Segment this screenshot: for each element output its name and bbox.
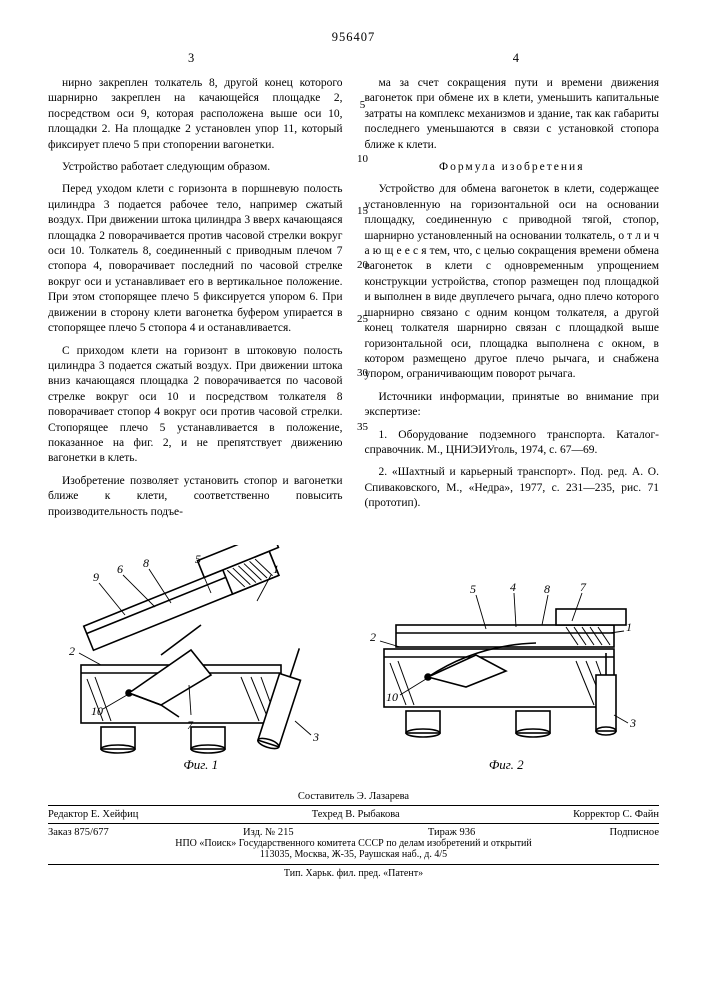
document-number: 956407 bbox=[48, 30, 659, 45]
line-mark: 15 bbox=[354, 206, 372, 217]
subscription: Подписное bbox=[610, 827, 659, 838]
part-label: 9 bbox=[93, 570, 99, 584]
part-label: 2 bbox=[370, 630, 376, 644]
organization: НПО «Поиск» Государственного комитета СС… bbox=[48, 838, 659, 849]
figures-row: 9 6 8 5 1 2 7 10 3 Фиг. 1 bbox=[48, 545, 659, 773]
credits-block: Составитель Э. Лазарева Редактор Е. Хейф… bbox=[48, 791, 659, 879]
part-label: 5 bbox=[470, 582, 476, 596]
part-label: 8 bbox=[143, 556, 149, 570]
part-label: 1 bbox=[273, 562, 279, 576]
left-column: нирно закреплен толкатель 8, другой коне… bbox=[48, 76, 343, 527]
techred: Техред В. Рыбакова bbox=[312, 809, 400, 820]
part-label: 2 bbox=[69, 644, 75, 658]
print-run: Тираж 936 bbox=[428, 827, 475, 838]
figure-2-label: Фиг. 2 bbox=[366, 757, 646, 773]
paragraph: Источники информации, принятые во вниман… bbox=[365, 390, 660, 421]
part-label: 3 bbox=[629, 716, 636, 730]
printer: Тип. Харьк. фил. пред. «Патент» bbox=[48, 864, 659, 879]
paragraph: Изобретение позволяет установить стопор … bbox=[48, 474, 343, 520]
page-numbers: 3 4 bbox=[48, 51, 659, 66]
line-mark: 25 bbox=[354, 314, 372, 325]
part-label: 7 bbox=[187, 718, 194, 732]
paragraph: 2. «Шахтный и карьерный транспорт». Под.… bbox=[365, 465, 660, 511]
compiler: Составитель Э. Лазарева bbox=[48, 791, 659, 802]
part-label: 10 bbox=[386, 690, 398, 704]
figure-2: 5 4 8 7 2 10 1 3 Фиг. 2 bbox=[366, 575, 646, 773]
paragraph: Устройство для обмена вагонеток в клети,… bbox=[365, 182, 660, 382]
right-column: ма за счет сокращения пути и времени дви… bbox=[365, 76, 660, 527]
part-label: 6 bbox=[117, 562, 123, 576]
page-num-right: 4 bbox=[513, 51, 519, 66]
line-mark: 10 bbox=[354, 154, 372, 165]
part-label: 10 bbox=[91, 704, 103, 718]
page-num-left: 3 bbox=[188, 51, 194, 66]
order-no: Заказ 875/677 bbox=[48, 827, 109, 838]
line-mark: 5 bbox=[354, 100, 372, 111]
part-label: 4 bbox=[510, 580, 516, 594]
part-label: 3 bbox=[312, 730, 319, 744]
line-mark: 35 bbox=[354, 422, 372, 433]
figure-1-label: Фиг. 1 bbox=[61, 757, 341, 773]
section-heading: Формула изобретения bbox=[365, 160, 660, 175]
edition-no: Изд. № 215 bbox=[243, 827, 294, 838]
corrector: Корректор С. Файн bbox=[573, 809, 659, 820]
part-label: 7 bbox=[580, 580, 587, 594]
editor: Редактор Е. Хейфиц bbox=[48, 809, 138, 820]
line-mark: 20 bbox=[354, 260, 372, 271]
text-columns: нирно закреплен толкатель 8, другой коне… bbox=[48, 76, 659, 527]
paragraph: Перед уходом клети с горизонта в поршнев… bbox=[48, 182, 343, 336]
part-label: 8 bbox=[544, 582, 550, 596]
figure-1: 9 6 8 5 1 2 7 10 3 Фиг. 1 bbox=[61, 545, 341, 773]
paragraph: С приходом клети на горизонт в штоковую … bbox=[48, 344, 343, 467]
page: 956407 3 4 5 10 15 20 25 30 35 нирно зак… bbox=[0, 0, 707, 1000]
paragraph: нирно закреплен толкатель 8, другой коне… bbox=[48, 76, 343, 153]
figure-2-svg: 5 4 8 7 2 10 1 3 bbox=[366, 575, 646, 755]
part-label: 5 bbox=[195, 552, 201, 566]
part-label: 1 bbox=[626, 620, 632, 634]
address: 113035, Москва, Ж-35, Раушская наб., д. … bbox=[48, 849, 659, 860]
paragraph: 1. Оборудование подземного транспорта. К… bbox=[365, 428, 660, 459]
paragraph: ма за счет сокращения пути и времени дви… bbox=[365, 76, 660, 153]
figure-1-svg: 9 6 8 5 1 2 7 10 3 bbox=[61, 545, 341, 755]
line-mark: 30 bbox=[354, 368, 372, 379]
paragraph: Устройство работает следующим образом. bbox=[48, 160, 343, 175]
